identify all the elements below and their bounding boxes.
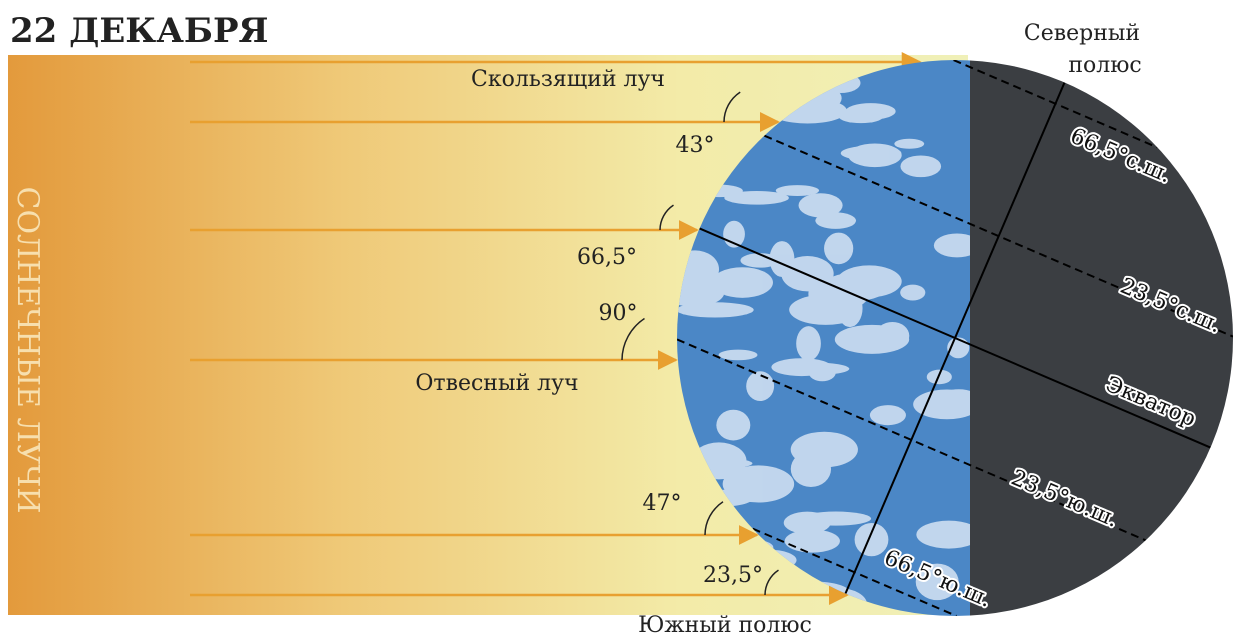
cloud — [838, 110, 884, 124]
side-label: СОЛНЕЧНЫЕ ЛУЧИ — [10, 186, 45, 513]
cloud — [798, 193, 843, 218]
axis-line — [844, 82, 1066, 594]
cloud — [916, 520, 982, 549]
cloud — [840, 145, 902, 161]
angle-arc — [659, 204, 674, 231]
angle-arc — [764, 569, 779, 596]
pole-label: Северный — [1024, 21, 1140, 46]
cloud — [746, 371, 775, 402]
cloud — [716, 409, 751, 441]
cloud — [815, 212, 857, 229]
cloud — [724, 190, 789, 205]
cloud — [775, 362, 850, 376]
cloud — [836, 265, 902, 298]
cloud — [800, 511, 872, 526]
cloud — [900, 284, 926, 301]
angle-label: 90° — [599, 301, 638, 326]
cloud — [796, 326, 821, 361]
cloud — [784, 529, 840, 553]
angle-label: 66,5° — [577, 245, 637, 270]
cloud — [740, 253, 780, 268]
title: 22 ДЕКАБРЯ — [10, 11, 269, 51]
angle-arc — [704, 501, 724, 536]
cloud — [775, 185, 820, 196]
cloud — [933, 233, 981, 258]
cloud — [875, 321, 910, 350]
ray-label: Скользящий луч — [471, 67, 665, 92]
ray-label: Отвесный луч — [415, 371, 578, 396]
angle-arc — [621, 317, 645, 361]
cloud — [894, 138, 925, 149]
cloud — [915, 563, 959, 601]
angle-arcs — [621, 91, 779, 596]
pole-label: полюс — [1068, 53, 1141, 78]
cloud — [824, 232, 854, 265]
angle-arc — [723, 91, 741, 123]
pole-label: Южный полюс — [638, 613, 812, 638]
cloud — [718, 349, 758, 361]
cloud — [790, 431, 858, 468]
angle-label: 43° — [676, 133, 715, 158]
cloud — [711, 267, 773, 298]
angle-label: 23,5° — [703, 563, 763, 588]
cloud — [854, 522, 889, 557]
cloud — [869, 405, 906, 426]
rays — [190, 52, 922, 605]
angle-label: 47° — [643, 491, 682, 516]
cloud — [789, 294, 863, 325]
cloud — [938, 389, 979, 409]
cloud — [900, 155, 942, 178]
